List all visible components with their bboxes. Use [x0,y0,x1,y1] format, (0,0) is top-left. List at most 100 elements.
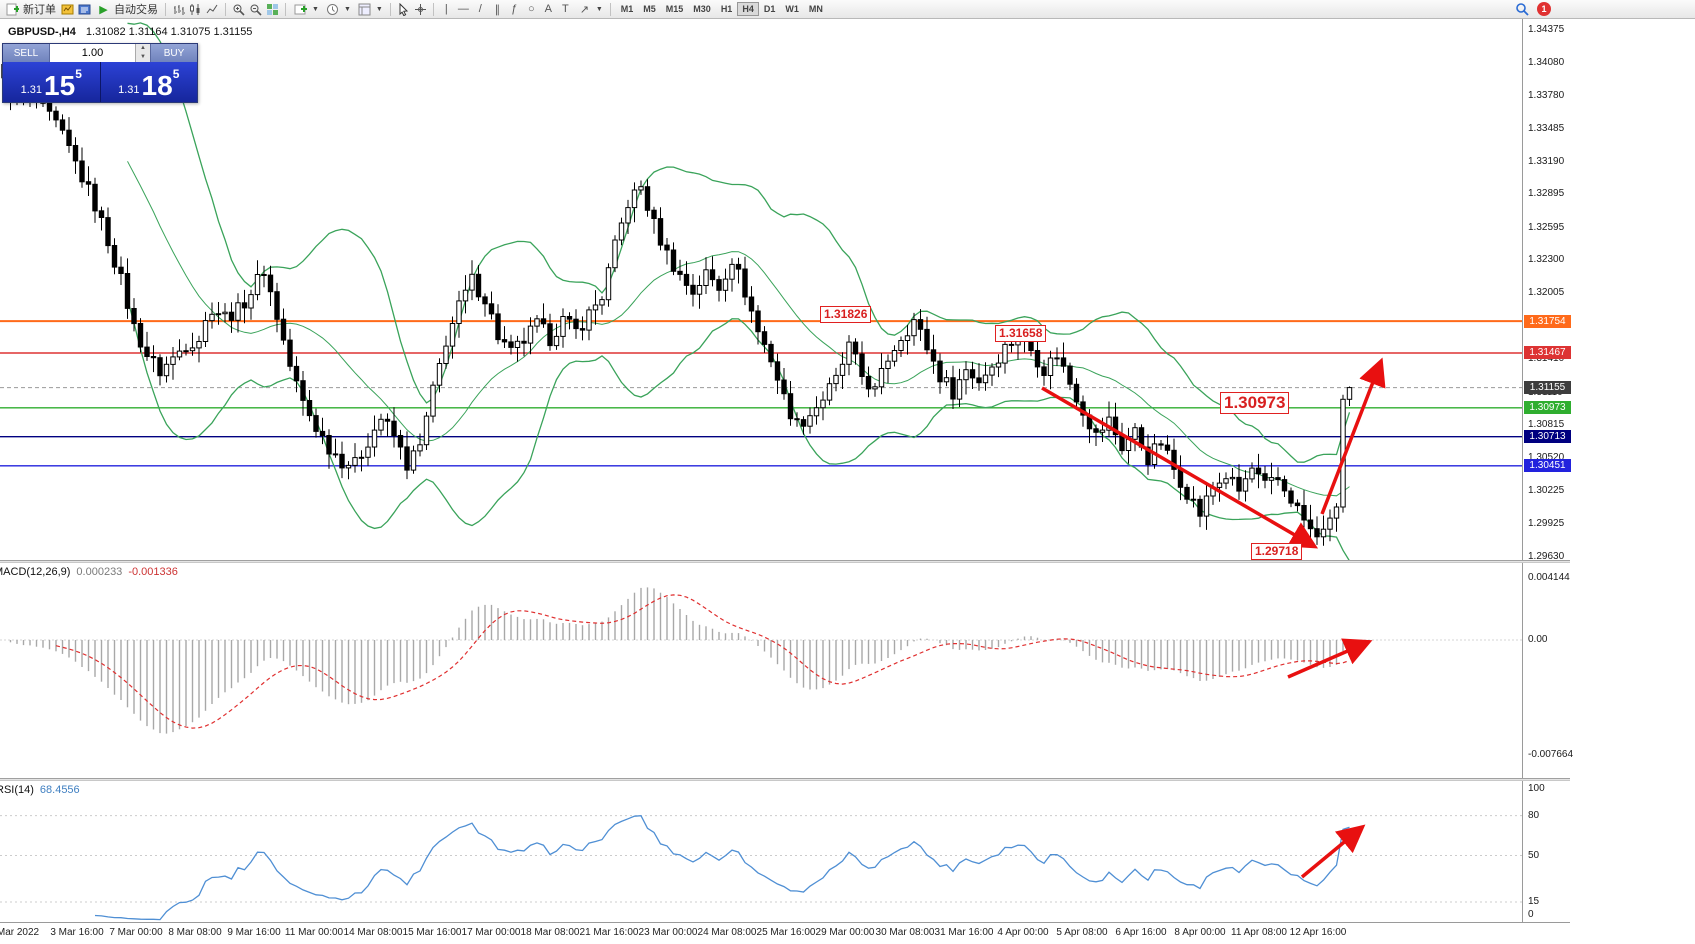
trend-arrow [1300,824,1366,879]
indicators-icon [293,2,308,17]
timeframe-button-w1[interactable]: W1 [785,4,799,14]
trend-arrow [1287,638,1373,679]
toolbar-separator [389,2,391,16]
cursor-icon[interactable] [396,2,411,17]
bar-chart-icon[interactable] [171,2,186,17]
buy-price-big: 18 [141,70,173,101]
vertical-line-icon[interactable]: | [444,3,448,15]
buy-price-sup: 5 [172,67,180,81]
volume-value[interactable]: 1.00 [81,47,104,59]
macd-signal-value: -0.001336 [128,566,178,578]
toolbar-separator [609,2,611,16]
volume-down-button[interactable]: ▼ [136,53,150,62]
rsi-panel[interactable] [0,781,1522,922]
macd-signal-line [55,594,1350,729]
sell-price-button[interactable]: 1.31 15 5 [3,62,101,102]
timeframe-button-m30[interactable]: M30 [693,4,711,14]
rsi-tick: 0 [1528,909,1534,920]
trendline-icon[interactable]: / [478,3,482,15]
volume-input[interactable]: 1.00 ▲ ▼ [49,44,151,62]
price-tick: 1.29925 [1528,518,1565,529]
price-callout[interactable]: 1.29718 [1251,543,1303,560]
autotrading-button[interactable]: ▶ 自动交易 [94,1,160,18]
sell-price-sup: 5 [75,67,82,81]
volume-up-button[interactable]: ▲ [136,44,150,53]
horizontal-line-icon[interactable]: — [457,3,469,15]
toolbar-separator [165,2,166,16]
time-label: 11 Mar 00:00 [284,927,344,938]
time-label: 18 Mar 08:00 [520,927,580,938]
price-chart-canvas[interactable] [0,19,1522,560]
rsi-canvas[interactable] [0,781,1522,922]
one-click-sell-header[interactable]: SELL [3,44,49,62]
macd-name: MACD(12,26,9) [0,566,71,578]
templates-button[interactable]: ▼ [355,1,385,18]
macd-tick: 0.004144 [1528,572,1570,583]
zoom-in-icon[interactable] [231,2,246,17]
autotrading-play-icon: ▶ [99,3,108,16]
timeframe-button-m5[interactable]: M5 [643,4,656,14]
panel-splitter[interactable] [0,560,1570,563]
timeframe-button-h1[interactable]: H1 [720,4,733,14]
price-chart-panel[interactable] [0,19,1522,560]
timeframe-button-m1[interactable]: M1 [620,4,634,14]
time-axis[interactable]: Mar 2022 3 Mar 16:00 7 Mar 00:00 8 Mar 08:0… [0,922,1570,944]
time-label: 17 Mar 00:00 [461,927,521,938]
text-icon[interactable]: A [544,3,552,15]
shapes-icon[interactable]: ○ [527,3,535,15]
crosshair-icon[interactable] [413,2,428,17]
new-order-button[interactable]: 新订单 [3,1,58,18]
data-window-icon[interactable] [77,2,92,17]
buy-price-button[interactable]: 1.31 18 5 [100,62,197,102]
zoom-out-icon[interactable] [248,2,263,17]
candlestick-chart-icon[interactable] [188,2,203,17]
price-callout[interactable]: 1.31658 [995,325,1047,342]
toolbar-separator [432,2,434,16]
sell-price-prefix: 1.31 [20,84,43,96]
price-tick: 1.30520 [1528,452,1565,463]
panel-splitter[interactable] [0,778,1570,781]
price-axis-box: 1.31754 [1524,315,1571,328]
volume-spinner: ▲ ▼ [135,44,150,62]
one-click-trading-widget: SELL 1.00 ▲ ▼ BUY 1.31 15 5 1.31 18 5 [2,43,198,103]
price-tick: 1.32005 [1528,287,1565,298]
rsi-tick: 15 [1528,896,1540,907]
macd-panel[interactable] [0,563,1522,778]
notification-badge[interactable]: 1 [1537,1,1551,16]
search-icon[interactable] [1514,1,1529,16]
time-label: 15 Mar 16:00 [402,927,462,938]
bollinger-bands [126,22,1351,560]
fibonacci-icon[interactable]: ƒ [511,3,518,15]
channel-icon[interactable]: ∥ [494,3,501,16]
macd-histogram [9,587,1351,734]
periods-button[interactable]: ▼ [323,1,353,18]
toolbar: 新订单 ▶ 自动交易 ▼ ▼ ▼ [0,0,1695,19]
timeframe-button-d1[interactable]: D1 [763,4,776,14]
timeframe-button-mn[interactable]: MN [808,4,823,14]
trend-arrows [1041,357,1386,549]
indicators-button[interactable]: ▼ [291,1,321,18]
arrows-tool-button[interactable]: ↗ ▼ [575,1,605,18]
tile-windows-icon[interactable] [265,2,280,17]
sell-price-big: 15 [44,70,76,101]
price-tick: 1.34080 [1528,57,1565,68]
line-chart-icon[interactable] [205,2,220,17]
time-label: 14 Mar 08:00 [343,927,403,938]
text-label-icon[interactable]: T [561,3,569,15]
price-axis[interactable]: 1.34375 1.34080 1.33780 1.33485 1.33190 1.328… [1522,19,1585,922]
price-tick: 1.29630 [1528,551,1565,562]
timeframe-button-m15[interactable]: M15 [665,4,684,14]
one-click-buy-header[interactable]: BUY [151,44,197,62]
price-callout[interactable]: 1.30973 [1220,392,1290,414]
price-tick: 1.32895 [1528,188,1565,199]
market-watch-icon[interactable] [60,2,75,17]
time-label: 4 Apr 00:00 [997,927,1049,938]
macd-canvas[interactable] [0,563,1522,778]
new-order-label: 新订单 [23,4,56,16]
timeframe-button-h4[interactable]: H4 [737,2,759,16]
time-label: 25 Mar 16:00 [756,927,816,938]
rsi-line [94,815,1350,921]
price-tick: 1.34375 [1528,24,1565,35]
time-label: Mar 2022 [0,927,40,938]
price-callout[interactable]: 1.31826 [820,306,872,323]
